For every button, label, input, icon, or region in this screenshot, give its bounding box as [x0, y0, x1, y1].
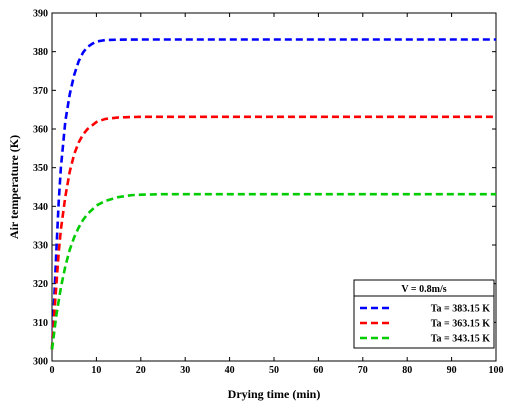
- x-tick-label: 10: [91, 365, 101, 376]
- x-tick-label: 50: [269, 365, 279, 376]
- x-tick-label: 100: [489, 365, 504, 376]
- series-line-2: [50, 115, 496, 350]
- x-axis-title: Drying time (min): [228, 387, 321, 401]
- y-tick-label: 300: [33, 357, 48, 368]
- y-tick-label: 370: [33, 86, 48, 97]
- legend-title: V = 0.8m/s: [401, 284, 446, 295]
- x-tick-label: 80: [402, 365, 412, 376]
- y-tick-label: 390: [33, 9, 48, 20]
- series-line-1: [50, 38, 496, 350]
- series-line-3: [50, 192, 496, 350]
- y-tick-label: 330: [33, 241, 48, 252]
- axis-ticks: 0 10 20 30 40 50 60 70 80 90 100 300 310 320 330 340 350…: [33, 9, 504, 377]
- y-tick-label: 380: [33, 47, 48, 58]
- legend-label-1: Ta = 383.15 K: [431, 304, 490, 315]
- x-tick-label: 30: [180, 365, 190, 376]
- y-axis-title: Air temperature (K): [7, 135, 21, 239]
- x-tick-label: 90: [447, 365, 457, 376]
- y-tick-label: 350: [33, 163, 48, 174]
- y-tick-label: 310: [33, 318, 48, 329]
- legend-label-3: Ta = 343.15 K: [431, 334, 490, 345]
- y-tick-label: 340: [33, 202, 48, 213]
- series-layer: [50, 38, 496, 350]
- x-tick-label: 60: [313, 365, 323, 376]
- legend-label-2: Ta = 363.15 K: [431, 319, 490, 330]
- x-tick-label: 40: [225, 365, 235, 376]
- legend-box: [353, 279, 495, 349]
- x-tick-label: 70: [358, 365, 368, 376]
- y-tick-label: 360: [33, 125, 48, 136]
- x-tick-label: 0: [50, 365, 55, 376]
- x-tick-label: 20: [136, 365, 146, 376]
- legend: V = 0.8m/s Ta = 383.15 K Ta = 363.15 K Ta =…: [353, 279, 495, 349]
- y-tick-label: 320: [33, 279, 48, 290]
